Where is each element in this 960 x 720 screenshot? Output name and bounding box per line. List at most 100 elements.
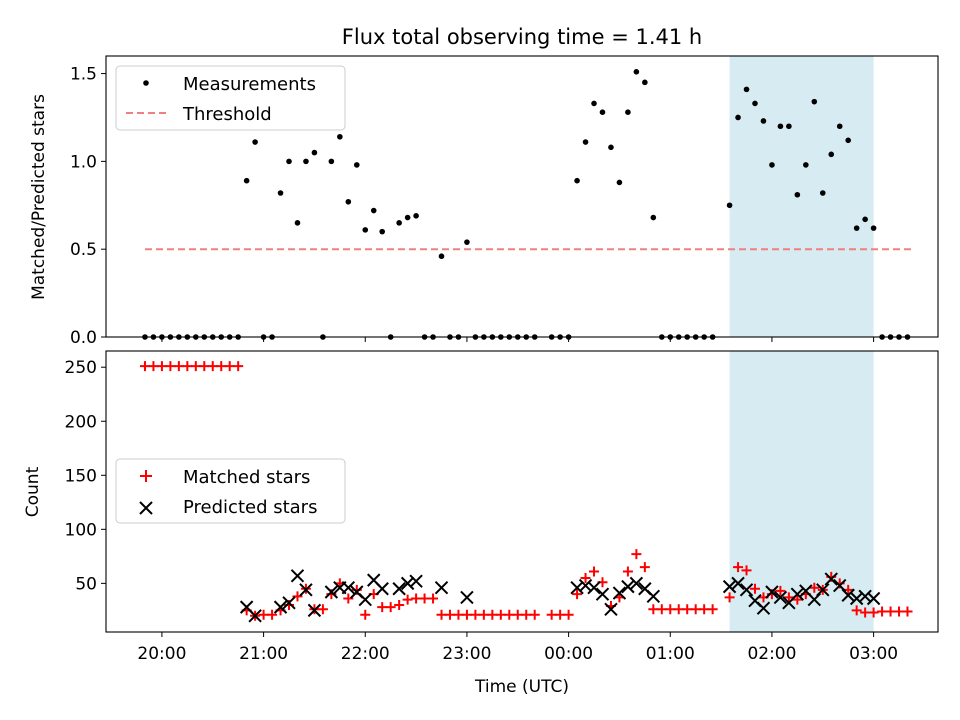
predicted-star-marker bbox=[739, 583, 754, 597]
predicted-star-marker bbox=[409, 574, 423, 588]
matched-star-marker bbox=[877, 606, 888, 617]
predicted-star-marker bbox=[358, 592, 372, 607]
top-x-ticks bbox=[161, 337, 875, 342]
measurement-point bbox=[464, 239, 470, 245]
matched-star-marker bbox=[190, 361, 201, 372]
measurement-point bbox=[353, 162, 360, 168]
measurement-point bbox=[345, 198, 352, 205]
measurement-point bbox=[591, 100, 597, 107]
bottom-x-ticks: 20:00 21:00 22:00 23:00 00:00 01:00 02:00 03:00 bbox=[137, 632, 898, 664]
matched-star-marker bbox=[707, 604, 718, 615]
matched-star-marker bbox=[902, 606, 913, 617]
bottom-y-tick-label: 50 bbox=[75, 574, 97, 594]
matched-star-marker bbox=[216, 361, 227, 372]
count-panel: 50 100 150 200 250 20:00 21:00 22:00 23:00 00:00… bbox=[23, 350, 939, 697]
measurement-point bbox=[650, 214, 657, 221]
predicted-star-marker bbox=[773, 590, 788, 605]
top-y-tick-label: 1.0 bbox=[70, 152, 97, 172]
measurement-point bbox=[625, 109, 631, 115]
legend-matched-label: Matched stars bbox=[183, 467, 310, 488]
measurement-point bbox=[811, 98, 818, 105]
measurement-point bbox=[870, 225, 877, 231]
legend-predicted-label: Predicted stars bbox=[183, 497, 317, 518]
predicted-star-marker bbox=[595, 587, 610, 601]
measurement-point bbox=[396, 220, 402, 226]
measurement-point bbox=[303, 158, 309, 165]
bottom-axes-frame bbox=[105, 350, 939, 633]
matched-star-marker bbox=[292, 591, 303, 602]
matched-star-marker bbox=[572, 589, 583, 600]
matched-star-marker bbox=[792, 594, 803, 605]
measurement-point bbox=[328, 158, 335, 165]
predicted-star-marker bbox=[282, 596, 296, 610]
matched-star-marker bbox=[682, 604, 693, 615]
matched-star-marker bbox=[139, 361, 150, 372]
measurement-point bbox=[803, 162, 809, 168]
measurement-point bbox=[337, 133, 343, 140]
x-tick-label: 22:00 bbox=[341, 644, 390, 664]
measurement-point bbox=[828, 151, 835, 158]
count-points bbox=[139, 361, 913, 623]
measurement-point bbox=[608, 144, 614, 151]
legend-measurements-label: Measurements bbox=[183, 74, 316, 95]
predicted-star-marker bbox=[824, 572, 838, 586]
top-axes-frame bbox=[105, 55, 939, 338]
matched-star-marker bbox=[199, 361, 210, 372]
x-tick-label: 03:00 bbox=[849, 644, 898, 664]
matched-star-marker bbox=[733, 562, 744, 573]
matched-star-marker bbox=[182, 361, 193, 372]
predicted-star-marker bbox=[866, 591, 881, 606]
predicted-star-marker bbox=[731, 576, 745, 591]
matched-star-marker bbox=[402, 594, 413, 605]
predicted-star-marker bbox=[722, 579, 737, 594]
top-y-axis-label: Matched/Predicted stars bbox=[29, 94, 49, 300]
top-legend: Measurements Threshold bbox=[115, 65, 346, 131]
predicted-star-marker bbox=[858, 589, 872, 604]
matched-star-marker bbox=[470, 609, 481, 620]
measurement-point bbox=[786, 123, 792, 130]
top-span-shade bbox=[729, 56, 874, 337]
measurement-point bbox=[286, 158, 292, 165]
matched-star-marker bbox=[741, 565, 752, 576]
measurement-point bbox=[845, 137, 851, 144]
predicted-star-marker bbox=[646, 589, 661, 604]
predicted-star-marker bbox=[765, 585, 779, 599]
measurement-point bbox=[294, 220, 301, 226]
matched-star-marker bbox=[546, 609, 557, 620]
x-tick-label: 02:00 bbox=[747, 644, 796, 664]
matched-star-marker bbox=[894, 606, 905, 617]
predicted-star-marker bbox=[570, 580, 584, 595]
legend-measurement-marker bbox=[143, 80, 149, 86]
matched-star-marker bbox=[622, 566, 633, 577]
matched-star-marker bbox=[428, 593, 439, 604]
matched-star-marker bbox=[783, 592, 794, 603]
bottom-y-axis-label: Count bbox=[23, 466, 43, 517]
predicted-star-marker bbox=[629, 576, 644, 591]
bottom-y-ticks: 50 100 150 200 250 bbox=[65, 358, 106, 594]
measurement-point bbox=[277, 190, 284, 196]
bottom-y-tick-label: 250 bbox=[65, 358, 97, 378]
matched-star-marker bbox=[851, 605, 862, 616]
matched-star-marker bbox=[690, 604, 701, 615]
bottom-span-shade bbox=[729, 351, 874, 632]
top-y-tick-label: 0.0 bbox=[70, 328, 97, 348]
matched-star-marker bbox=[749, 583, 760, 594]
x-axis-label: Time (UTC) bbox=[474, 677, 569, 697]
matched-star-marker bbox=[478, 609, 489, 620]
top-y-tick-label: 1.5 bbox=[70, 65, 97, 85]
predicted-star-marker bbox=[756, 601, 771, 615]
matched-star-marker bbox=[563, 609, 574, 620]
matched-star-marker bbox=[724, 592, 735, 603]
matched-star-marker bbox=[555, 609, 566, 620]
predicted-star-marker bbox=[578, 578, 593, 593]
bottom-y-tick-label: 100 bbox=[65, 520, 97, 540]
matched-star-marker bbox=[699, 604, 710, 615]
x-tick-label: 01:00 bbox=[646, 644, 695, 664]
predicted-star-marker bbox=[587, 580, 601, 595]
matched-star-marker bbox=[148, 361, 159, 372]
bottom-y-tick-label: 150 bbox=[65, 466, 97, 486]
measurement-point bbox=[362, 227, 369, 233]
matched-star-marker bbox=[529, 609, 540, 620]
predicted-star-marker bbox=[400, 576, 415, 591]
